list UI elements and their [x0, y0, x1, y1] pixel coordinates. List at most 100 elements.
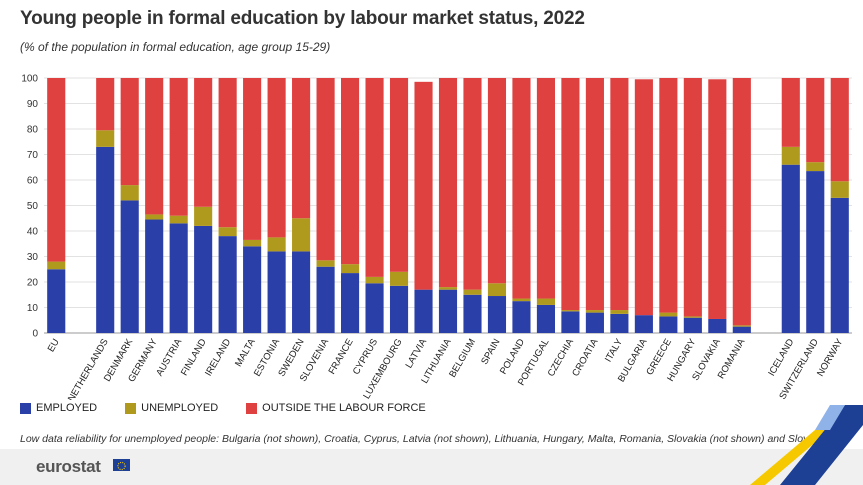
bar-unemployed [267, 237, 286, 252]
bar-outside [292, 78, 311, 219]
x-axis-labels: EU NETHERLANDSDENMARKGERMANYAUSTRIAFINLAN… [46, 336, 846, 400]
legend: EMPLOYED UNEMPLOYED OUTSIDE THE LABOUR F… [20, 402, 426, 414]
bar-unemployed [781, 146, 800, 165]
bar-employed [659, 316, 678, 333]
bar-employed [365, 283, 384, 333]
bar-unemployed [316, 260, 335, 267]
bar-employed [145, 219, 164, 333]
y-tick-label: 60 [27, 176, 39, 187]
bar-unemployed [389, 271, 409, 286]
y-tick-label: 10 [27, 303, 39, 314]
bar-employed [96, 146, 115, 333]
bar-employed [438, 289, 458, 333]
bar-employed [316, 266, 335, 333]
y-tick-label: 20 [27, 278, 39, 289]
stacked-bar-chart: 0 10 20 30 40 50 60 70 80 90 100 EU NETHERLANDSDENM… [21, 74, 852, 400]
bar-unemployed [292, 218, 311, 252]
y-tick-label: 40 [27, 227, 39, 238]
bar-outside [365, 78, 384, 277]
y-tick-label: 80 [27, 125, 39, 136]
x-tick-label: MALTA [233, 336, 258, 368]
legend-swatch-outside [246, 402, 258, 414]
bar-unemployed [120, 185, 139, 201]
bar-employed [487, 296, 507, 333]
bar-outside [389, 78, 409, 272]
legend-item-employed: EMPLOYED [20, 402, 97, 414]
bars [47, 78, 849, 334]
bar-outside [610, 78, 629, 311]
bar-outside [316, 78, 335, 261]
eu-flag-icon [113, 459, 130, 471]
y-tick-label: 50 [27, 201, 39, 212]
bar-unemployed [806, 162, 825, 172]
bar-unemployed [732, 325, 751, 327]
legend-swatch-unemployed [125, 402, 137, 414]
bar-outside [463, 78, 482, 290]
x-tick-label: EU [46, 337, 62, 354]
y-tick-label: 100 [21, 74, 38, 85]
bar-unemployed [243, 239, 262, 247]
bar-unemployed [585, 310, 604, 313]
bar-unemployed [218, 227, 237, 237]
y-axis-ticks: 0 10 20 30 40 50 60 70 80 90 100 [21, 74, 38, 340]
eurostat-logo: eurostat [36, 457, 101, 476]
bar-employed [610, 313, 629, 334]
bar-outside [218, 78, 237, 228]
bar-employed [512, 301, 531, 334]
legend-label-employed: EMPLOYED [36, 402, 98, 414]
x-tick-label: ITALY [603, 336, 625, 364]
bar-employed [341, 273, 360, 333]
bar-employed [708, 318, 727, 333]
bar-outside [708, 79, 727, 319]
bar-outside [341, 78, 360, 265]
bar-unemployed [610, 310, 629, 314]
bar-employed [414, 289, 433, 333]
bar-outside [487, 78, 507, 284]
x-tick-label: SPAIN [479, 337, 502, 367]
bar-employed [463, 294, 482, 333]
bar-unemployed [512, 298, 531, 302]
bar-unemployed [561, 310, 580, 312]
bar-employed [243, 246, 262, 333]
bar-employed [169, 223, 188, 333]
corner-decoration-icon [750, 405, 863, 485]
bar-outside [536, 78, 555, 299]
bar-employed [218, 236, 237, 333]
bar-outside [243, 78, 262, 240]
bar-unemployed [96, 130, 115, 147]
legend-label-outside: OUTSIDE THE LABOUR FORCE [262, 402, 426, 414]
bar-employed [536, 304, 555, 333]
bar-employed [389, 285, 409, 333]
footer-band [0, 449, 863, 485]
legend-item-outside: OUTSIDE THE LABOUR FORCE [246, 402, 426, 414]
bar-unemployed [487, 283, 507, 297]
bar-outside [830, 78, 849, 182]
bar-employed [585, 312, 604, 333]
y-tick-label: 0 [32, 329, 38, 340]
bar-unemployed [47, 261, 66, 270]
bar-unemployed [830, 181, 849, 198]
bar-employed [830, 197, 849, 333]
bar-employed [120, 200, 139, 333]
y-tick-label: 90 [27, 99, 39, 110]
bar-employed [732, 326, 751, 334]
bar-employed [194, 225, 213, 333]
bar-outside [414, 81, 433, 290]
bar-employed [806, 171, 825, 333]
x-tick-label: NETHERLANDS [66, 337, 111, 400]
bar-employed [683, 317, 702, 333]
bar-employed [267, 251, 286, 333]
chart-subtitle: (% of the population in formal education… [20, 40, 331, 54]
bar-outside [169, 78, 188, 216]
bar-employed [47, 269, 66, 333]
bar-unemployed [169, 215, 188, 224]
bar-outside [47, 78, 66, 262]
bar-outside [96, 78, 115, 131]
bar-outside [806, 78, 825, 163]
bar-outside [267, 78, 286, 238]
bar-outside [781, 78, 800, 147]
bar-outside [120, 78, 139, 186]
bar-employed [634, 315, 653, 333]
bar-outside [659, 78, 678, 313]
chart-title: Young people in formal education by labo… [20, 8, 585, 29]
